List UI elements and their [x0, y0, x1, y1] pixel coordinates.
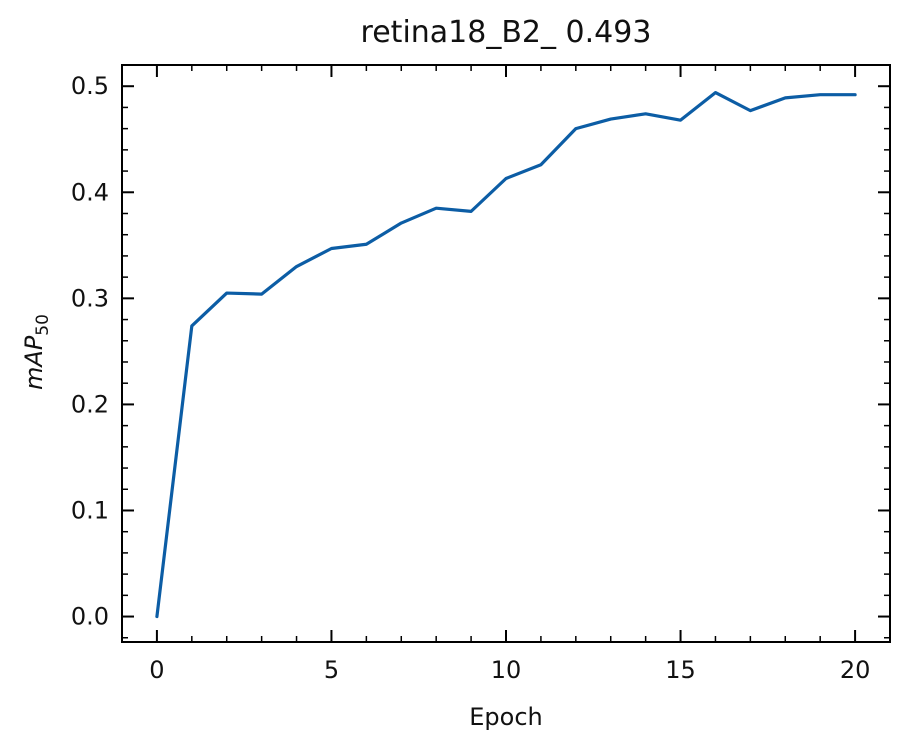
- x-tick-label: 5: [324, 656, 339, 684]
- y-tick-label: 0.0: [71, 603, 109, 631]
- y-tick-label: 0.2: [71, 390, 109, 418]
- y-tick-label: 0.1: [71, 496, 109, 524]
- plot-area: 0 5 10 15 20 0.0 0.1 0.2 0.3 0.4 0.5: [71, 64, 891, 684]
- x-tick-label: 20: [840, 656, 871, 684]
- chart-title: retina18_B2_ 0.493: [361, 15, 652, 50]
- x-tick-label: 10: [491, 656, 522, 684]
- y-tick-label: 0.4: [71, 178, 109, 206]
- series-line: [155, 90, 857, 619]
- x-tick-label: 15: [665, 656, 696, 684]
- y-axis-label-subscript: 50: [33, 314, 53, 336]
- y-axis-label-main: mAP: [20, 335, 48, 390]
- plot-frame: [121, 64, 891, 643]
- y-axis-label: mAP50: [20, 314, 53, 390]
- x-tick-label: 0: [149, 656, 164, 684]
- x-axis-label: Epoch: [469, 703, 543, 731]
- y-tick-label: 0.3: [71, 284, 109, 312]
- y-tick-label: 0.5: [71, 72, 109, 100]
